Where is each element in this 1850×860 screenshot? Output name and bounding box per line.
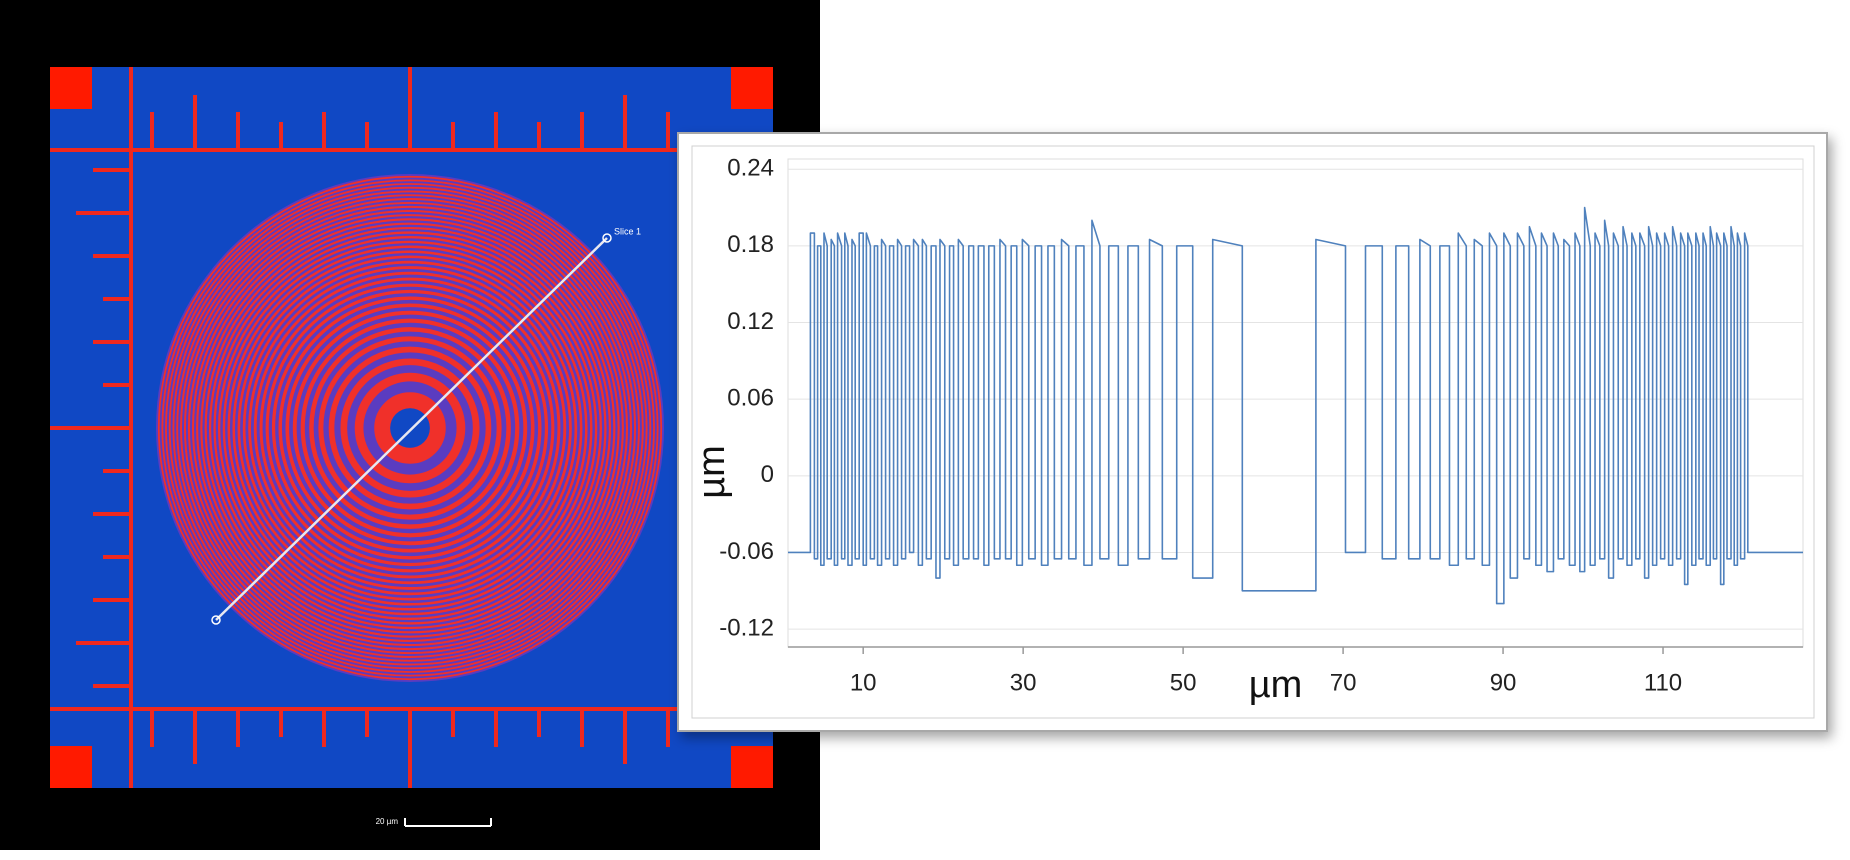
y-tick-label: 0.12: [727, 308, 774, 335]
slice-line: [215, 237, 608, 621]
panel-inner-border: [691, 145, 1815, 719]
zone-ring: [213, 231, 607, 625]
zone-ring: [318, 336, 502, 520]
x-tick-label: 50: [1170, 669, 1197, 696]
slice-end: [211, 615, 221, 625]
zone-center: [390, 408, 430, 448]
zone-ring: [200, 218, 620, 638]
zone-ring: [204, 222, 616, 634]
x-tick-label: 10: [850, 669, 877, 696]
x-axis-label: µm: [1249, 664, 1303, 706]
zone-ring: [237, 255, 583, 601]
zone-ring: [196, 214, 624, 642]
zone-ring: [265, 283, 555, 573]
y-tick-label: 0.24: [727, 155, 774, 182]
y-axis-label: µm: [691, 445, 733, 499]
zone-ring: [259, 277, 561, 579]
x-tick-label: 90: [1490, 669, 1517, 696]
zone-ring: [340, 358, 480, 498]
x-tick-label: 70: [1330, 669, 1357, 696]
zone-ring: [253, 271, 567, 585]
y-tick-label: 0.18: [727, 231, 774, 258]
x-tick-label: 110: [1644, 669, 1682, 696]
zone-ring: [354, 372, 466, 484]
panel: [677, 132, 1828, 732]
corner-markers: [50, 67, 773, 788]
zone-ring: [232, 250, 588, 606]
y-tick-label: 0: [761, 461, 774, 488]
y-tick-label: 0.06: [727, 385, 774, 412]
slice-end: [602, 233, 612, 243]
zone-ring: [271, 289, 549, 567]
profile-line: [788, 206, 1803, 605]
zone-ring: [285, 303, 535, 553]
zone-ring: [292, 310, 528, 546]
zone-ring: [374, 392, 446, 464]
y-tick-label: -0.12: [719, 614, 774, 641]
zone-ring: [168, 186, 652, 670]
chart-panel: µm -0.12 -0.06 0 0.06 0.12 0.18 0.24 10 30 50 70 90…: [677, 132, 1828, 732]
zone-ring: [248, 266, 572, 590]
zone-ring: [172, 190, 648, 666]
x-tick-label: 30: [1010, 669, 1037, 696]
zone-rings: [157, 175, 663, 681]
zone-ring: [222, 240, 598, 616]
zone-ring: [300, 318, 520, 538]
slice-label: Slice 1: [614, 226, 641, 236]
zone-ring: [191, 209, 629, 647]
zone-ring: [227, 245, 593, 611]
zone-ring: [309, 327, 511, 529]
zone-ring: [208, 226, 612, 630]
zone-ring: [328, 346, 492, 510]
scale-bar-label: 20 µm: [376, 817, 399, 826]
zone-ring: [157, 175, 663, 681]
zone-ring: [183, 201, 637, 655]
zone-ring: [242, 260, 578, 596]
zone-ring: [187, 205, 633, 651]
zone-ring: [278, 296, 542, 560]
zone-ring: [161, 179, 659, 677]
zone-ring: [180, 198, 640, 658]
zone-ring: [165, 183, 655, 673]
zone-ring: [176, 194, 644, 662]
y-tick-label: -0.06: [719, 538, 774, 565]
zone-ring: [218, 236, 602, 620]
